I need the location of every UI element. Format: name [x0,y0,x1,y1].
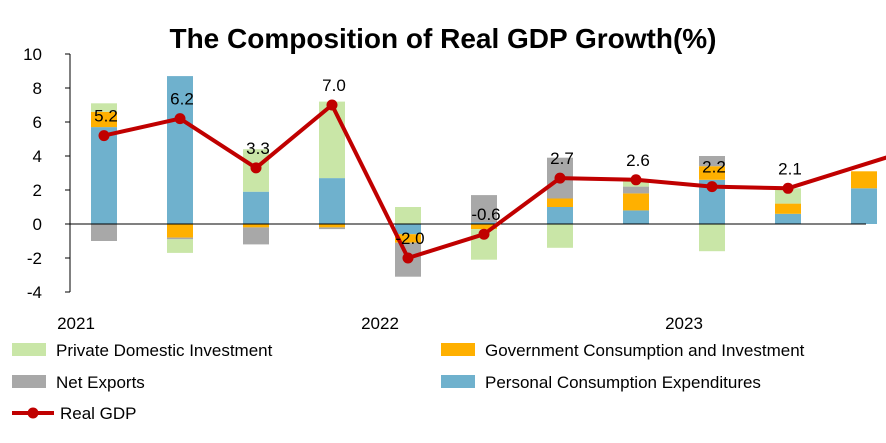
bar-layer [91,76,877,277]
bar-2021Q2-4 [167,239,193,253]
real-gdp-point [174,113,186,125]
y-tick-label: 4 [33,147,42,166]
legend-swatch [441,343,475,356]
legend-label: Personal Consumption Expenditures [485,373,761,392]
gdp-data-label: -0.6 [471,205,500,224]
y-tick-label: 2 [33,181,42,200]
bar-2023Q1-3 [699,156,725,167]
bar-2023Q2-4 [775,188,801,204]
gdp-data-label: 7.0 [322,76,346,95]
gdp-data-label: 5.2 [94,107,118,126]
legend-label: Government Consumption and Investment [485,341,805,360]
bar-2022Q1-4 [395,207,421,224]
bar-2022Q3-4 [547,224,573,248]
data-label-layer: 5.26.23.37.0-2.0-0.62.72.62.22.14.9 [94,76,802,248]
bar-2021Q3-1 [243,191,269,224]
real-gdp-point [478,228,490,240]
bar-2021Q2-2 [167,224,193,238]
bar-2021Q4-2 [319,224,345,228]
legend-swatch [12,343,46,356]
real-gdp-point [98,130,110,142]
real-gdp-point [706,181,718,193]
bar-2021Q1-4 [91,103,117,112]
gdp-data-label: 2.2 [702,158,726,177]
bar-2023Q2-1 [775,213,801,224]
real-gdp-point [782,182,794,194]
real-gdp-point [630,174,642,186]
real-gdp-point [554,172,566,184]
chart-title: The Composition of Real GDP Growth(%) [169,23,716,54]
bar-2022Q1-1 [395,224,421,235]
bar-2022Q4-2 [623,193,649,211]
bar-2023Q3-2 [851,171,877,189]
bar-2021Q4-3 [319,227,345,230]
y-tick-label: 8 [33,79,42,98]
gdp-data-label: 2.7 [550,149,574,168]
bar-2022Q3-2 [547,198,573,207]
real-gdp-point [250,162,262,174]
legend: Private Domestic Investment Government Co… [12,341,805,423]
bar-2022Q2-3 [471,195,497,223]
bar-2023Q1-4 [699,224,725,252]
bar-2022Q4-3 [623,186,649,194]
bar-2021Q2-1 [167,76,193,224]
bar-2022Q4-1 [623,210,649,224]
y-tick-label: 6 [33,113,42,132]
line-layer [98,99,886,264]
y-tick-label: -4 [27,283,42,302]
bar-2022Q2-2 [471,224,497,230]
axes-layer: -4 -2 0 2 4 6 8 10 2021 2022 2023 [23,45,866,333]
bar-2022Q1-2 [395,234,421,243]
x-year-label: 2022 [361,314,399,333]
gdp-data-label: 2.1 [778,159,802,178]
bar-2021Q1-1 [91,127,117,224]
bar-2023Q1-2 [699,166,725,180]
y-tick-label: 10 [23,45,42,64]
bar-2021Q1-3 [91,224,117,241]
legend-swatch [12,375,46,388]
bar-2023Q2-2 [775,203,801,214]
bar-2021Q4-1 [319,178,345,224]
legend-line-marker [27,407,39,419]
gdp-data-label: -2.0 [395,229,424,248]
real-gdp-point [402,252,414,264]
x-year-label: 2023 [665,314,703,333]
bar-2022Q3-1 [547,207,573,224]
legend-label: Real GDP [60,404,137,423]
bar-2021Q1-2 [91,111,117,128]
legend-label: Private Domestic Investment [56,341,273,360]
bar-2021Q3-2 [243,224,269,228]
bar-2021Q2-3 [167,237,193,240]
bar-2022Q2-1 [471,222,497,224]
x-year-label: 2021 [57,314,95,333]
real-gdp-point [326,99,338,111]
bar-2021Q3-3 [243,227,269,245]
gdp-data-label: 2.6 [626,151,650,170]
gdp-data-label: 3.3 [246,139,270,158]
legend-label: Net Exports [56,373,145,392]
legend-swatch [441,375,475,388]
y-tick-label: -2 [27,249,42,268]
bar-2023Q3-1 [851,188,877,224]
y-tick-label: 0 [33,215,42,234]
gdp-data-label: 6.2 [170,90,194,109]
